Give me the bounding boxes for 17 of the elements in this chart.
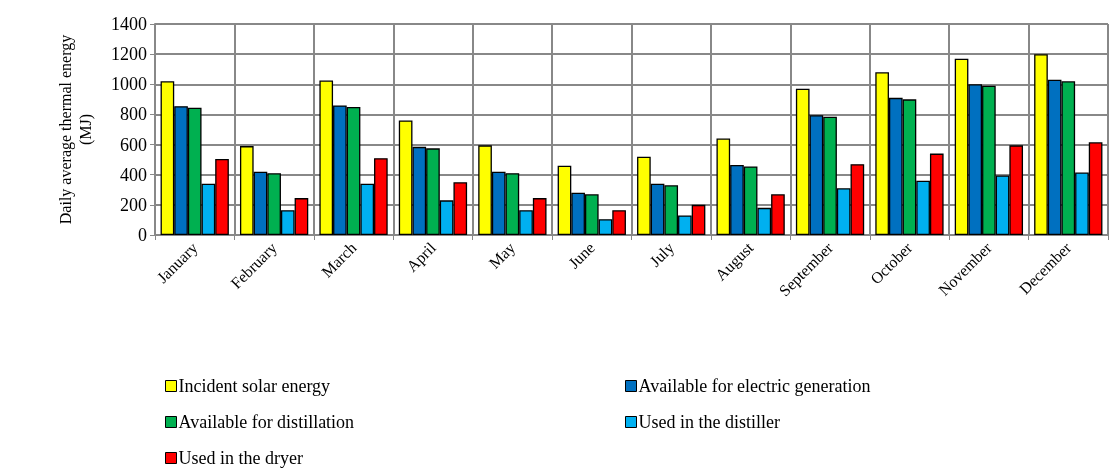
x-tick-label: May — [485, 238, 520, 273]
legend-label: Used in the dryer — [178, 448, 303, 468]
x-tick-label: July — [646, 238, 678, 271]
y-tick-label: 1200 — [111, 44, 147, 65]
legend-label: Incident solar energy — [178, 376, 331, 396]
y-tick-label: 400 — [120, 164, 147, 185]
x-tick-label: June — [565, 238, 598, 272]
y-tick-label: 1400 — [111, 14, 147, 34]
y-tick-label: 600 — [120, 134, 147, 155]
y-tick-label: 1000 — [111, 74, 147, 95]
y-tick-label: 0 — [138, 225, 147, 245]
legend-label: Available for electric generation — [638, 376, 871, 396]
y-tick-label: 800 — [120, 104, 147, 125]
legend-label: Available for distillation — [178, 412, 355, 432]
legend-label: Used in the distiller — [638, 412, 780, 432]
y-axis-title: Daily average thermal energy (MJ) — [56, 34, 95, 225]
y-tick-label: 200 — [120, 194, 147, 215]
